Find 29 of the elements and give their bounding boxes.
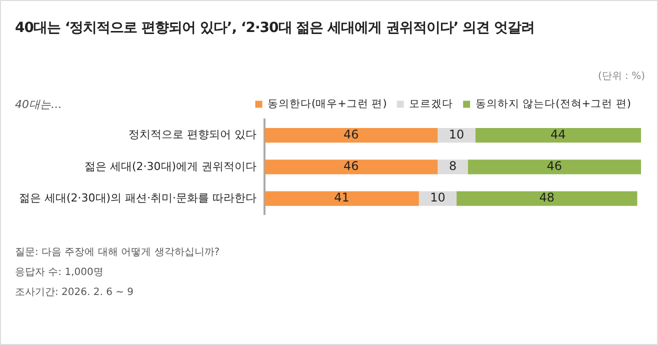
bar	[264, 191, 419, 206]
data-label: 41	[334, 190, 350, 205]
bar	[475, 128, 641, 143]
data-label: 10	[430, 190, 446, 205]
legend-label: 모르겠다	[409, 98, 454, 110]
y-tick-label: 젊은 세대(2·30대)의 패션·취미·문화를 따라한다	[18, 191, 257, 204]
chart-title: 40대는 ‘정치적으로 편향되어 있다’, ‘2·30대 젊은 세대에게 권위적이다’ 의견 엇갈려	[15, 19, 534, 37]
data-label: 46	[344, 159, 359, 174]
text: 40대는…	[15, 97, 62, 112]
data-label: 10	[448, 127, 464, 142]
bar	[264, 160, 438, 174]
bar	[438, 160, 468, 174]
legend-label: 동의하지 않는다(전혀+그런 편)	[475, 98, 632, 110]
data-label: 46	[344, 127, 359, 142]
data-label: 44	[550, 127, 566, 142]
y-tick-label: 젊은 세대(2·30대)에게 권위적이다	[84, 160, 257, 173]
data-label: 8	[448, 159, 457, 174]
data-label: 46	[546, 159, 562, 174]
bar	[456, 191, 638, 206]
data-label: 48	[539, 190, 555, 205]
bar	[438, 128, 476, 143]
text: 질문: 다음 주장에 대해 어떻게 생각하십니까?	[15, 246, 220, 260]
text: 응답자 수: 1,000명	[15, 266, 104, 280]
y-tick-label: 정치적으로 편향되어 있다	[128, 128, 257, 142]
bar	[468, 160, 641, 174]
text: (단위 : %)	[598, 70, 645, 83]
bar	[264, 128, 438, 143]
text: 조사기간: 2026. 2. 6 ~ 9	[15, 286, 135, 300]
legend-label: 동의한다(매우+그런 편)	[268, 98, 387, 110]
